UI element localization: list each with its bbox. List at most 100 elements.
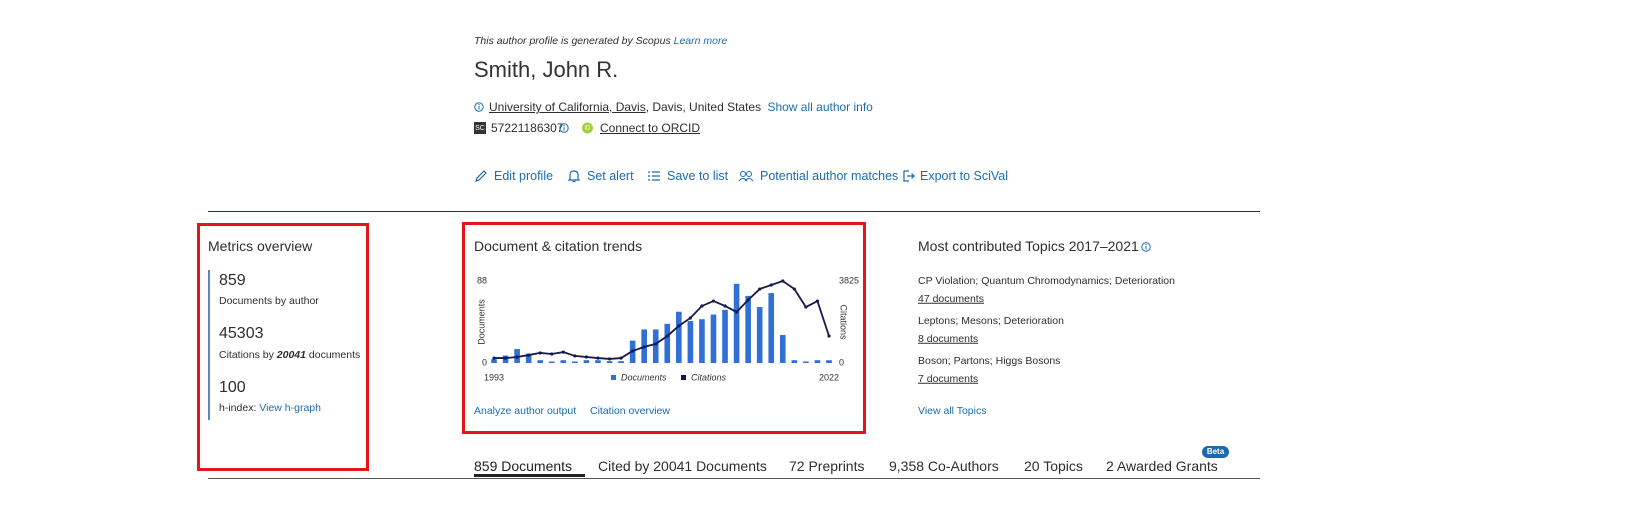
bar [687,321,694,363]
line-point [492,356,496,360]
bar [710,314,717,363]
divider [208,211,1260,212]
notice-line: This author profile is generated by Scop… [474,36,727,47]
orcid-link[interactable]: Connect to ORCID [600,121,701,135]
tab[interactable]: 2 Awarded Grants [1106,458,1218,474]
line-point [596,356,600,360]
tab[interactable]: 20 Topics [1024,458,1083,474]
tab[interactable]: 72 Preprints [789,458,865,474]
info-icon [559,123,569,133]
topic-documents[interactable]: 8 documents [918,332,979,345]
y-tick-label: 0 [482,357,487,367]
metric-value: 100 [219,379,246,396]
line-point [677,324,681,328]
topic-documents[interactable]: 47 documents [918,292,984,305]
line-point [781,279,785,283]
line-point [723,304,727,308]
info-icon [1141,242,1151,252]
bar [537,360,544,363]
metric-label: Citations by 20041 documents [219,350,360,361]
legend-label: Documents [621,372,667,382]
bar [676,311,682,363]
people-icon [738,171,754,182]
y-tick-label: 88 [477,275,487,285]
bar [583,360,590,363]
action-link[interactable]: Potential author matches [760,168,899,183]
bar [768,293,775,363]
line-point [527,353,531,357]
bar [803,361,809,363]
trends-link[interactable]: Analyze author output [474,404,577,417]
bar [548,361,555,363]
info-icon [474,102,484,112]
bar [699,319,705,363]
line-point [503,356,508,360]
legend-swatch [681,375,686,380]
trends-link[interactable]: Citation overview [590,404,670,417]
h-graph-link[interactable]: View h-graph [259,401,321,414]
beta-badge: Beta [1202,446,1229,458]
bar [791,360,798,363]
list-icon [648,171,660,181]
edit-icon [475,170,487,182]
metric-label: Documents by author [219,294,319,307]
bar [525,353,532,363]
line-point [665,334,669,338]
action-link[interactable]: Export to SciVal [920,168,1009,183]
topics-title: Most contributed Topics 2017–2021 [918,238,1139,254]
line-point [573,354,577,358]
x-tick-label: 2022 [819,372,839,382]
bar [572,361,578,363]
line-point [792,287,796,291]
institution-link[interactable]: University of California, Davis [489,100,646,114]
highlight-box [197,223,369,471]
tabs-divider [208,478,1260,479]
bar [652,329,659,363]
bar [618,361,624,363]
y2-tick-label: 0 [839,357,844,367]
bar [664,323,671,363]
tab[interactable]: 859 Documents [474,458,573,474]
bar [606,361,613,363]
line-point [804,305,808,309]
topic-documents[interactable]: 7 documents [918,372,979,385]
line-point [654,342,658,346]
line-point [746,298,750,302]
bar [722,309,728,363]
line-point [607,357,612,361]
line-point [550,352,554,356]
h-index-label: h-index: [219,401,257,414]
action-link[interactable]: Edit profile [494,168,554,183]
line-point [758,287,762,291]
label-number: 20041 [276,348,306,361]
line-point [642,345,646,349]
topic-name: Leptons; Mesons; Deterioration [918,314,1064,327]
tab[interactable]: 9,358 Co-Authors [889,458,999,474]
location: , Davis, United States [645,100,762,114]
action-link[interactable]: Save to list [667,168,729,183]
metric-value: 45303 [219,325,264,342]
line-point [631,349,635,353]
y-axis-label: Documents [476,299,486,345]
id-badge: SC [474,122,486,134]
trends-title: Document & citation trends [474,238,643,254]
learn-more-link[interactable]: Learn more [673,34,728,47]
active-tab-indicator [474,474,585,477]
metric-value: 859 [219,272,246,289]
line-point [584,355,589,359]
author-name: Smith, John R. [474,57,619,82]
view-all-topics[interactable]: View all Topics [918,404,987,417]
bar [826,360,832,363]
bell-icon [567,170,581,183]
tab[interactable]: Cited by 20041 Documents [598,458,767,474]
line-point [711,299,716,303]
citation-line [494,280,830,360]
y2-axis-label: Citations [839,304,849,340]
show-info-link[interactable]: Show all author info [767,100,873,114]
action-link[interactable]: Set alert [587,168,634,183]
line-point [827,334,831,338]
topic-name: CP Violation; Quantum Chromodynamics; De… [918,274,1175,287]
x-tick-label: 1993 [484,372,504,382]
bar [595,360,601,363]
